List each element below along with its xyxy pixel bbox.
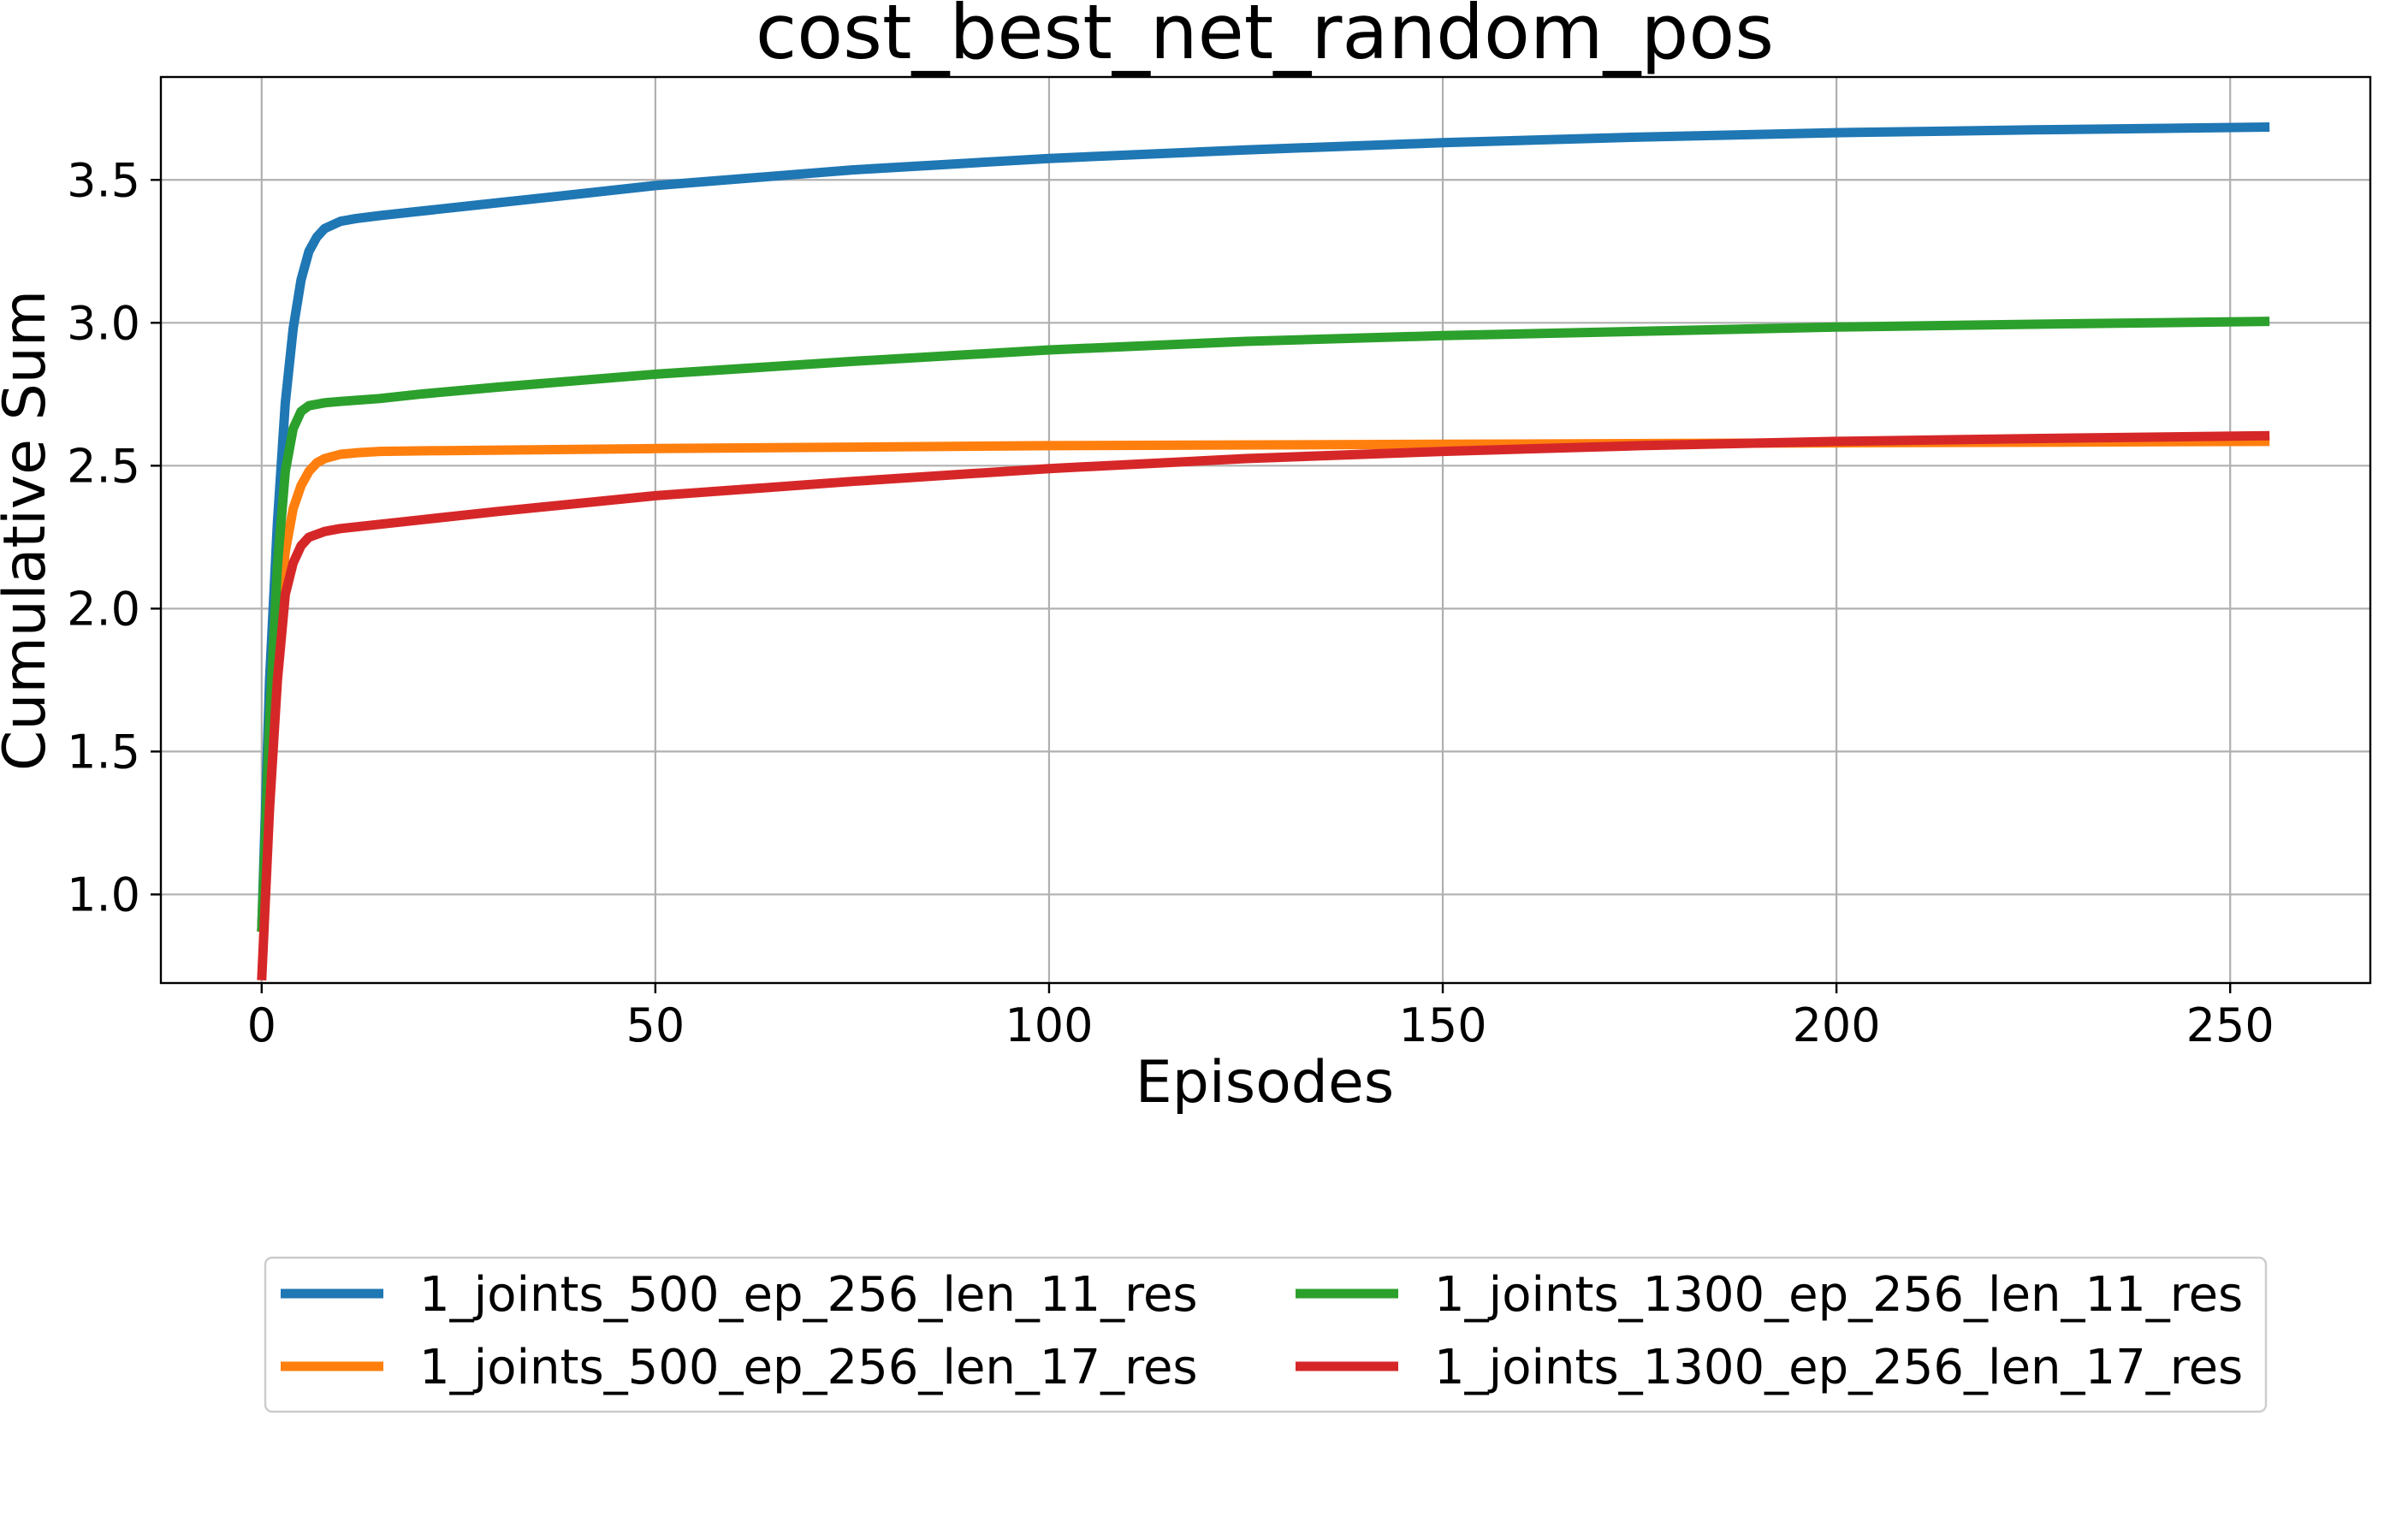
- legend: 1_joints_500_ep_256_len_11_res 1_joints_5…: [264, 1256, 2268, 1413]
- x-tick-label: 250: [2186, 998, 2274, 1052]
- y-tick-label: 3.5: [67, 153, 140, 207]
- y-tick-label: 2.5: [67, 439, 140, 493]
- x-tick-label: 0: [247, 998, 276, 1052]
- x-tick-label: 50: [626, 998, 685, 1052]
- legend-entries: 1_joints_500_ep_256_len_11_res 1_joints_5…: [281, 1267, 2243, 1395]
- legend-frame: [264, 1256, 2268, 1413]
- series-line-4: [257, 430, 2270, 980]
- legend-label-3: 1_joints_1300_ep_256_len_11_res: [1434, 1267, 2243, 1323]
- x-tick-label: 200: [1793, 998, 1881, 1052]
- plot-lines: [257, 122, 2270, 980]
- legend-label-2: 1_joints_500_ep_256_len_17_res: [419, 1340, 1198, 1395]
- y-tick-label: 3.0: [67, 296, 140, 350]
- axis-ticks: 0 50 100 150 200 250 1.0 1.5 2.0 2.5 3.0 3.5: [67, 153, 2274, 1052]
- y-tick-label: 2.0: [67, 582, 140, 636]
- x-tick-label: 100: [1005, 998, 1093, 1052]
- x-tick-label: 150: [1398, 998, 1486, 1052]
- chart-title: cost_best_net_random_pos: [756, 0, 1774, 76]
- series-line-1: [257, 122, 2270, 933]
- legend-label-1: 1_joints_500_ep_256_len_11_res: [419, 1267, 1198, 1323]
- legend-label-4: 1_joints_1300_ep_256_len_17_res: [1434, 1340, 2243, 1395]
- plot-frame: [159, 75, 2372, 985]
- series-line-3: [257, 317, 2270, 933]
- y-axis-label: Cumulative Sum: [0, 290, 59, 771]
- series-line-2: [257, 436, 2270, 933]
- y-tick-label: 1.5: [67, 725, 140, 779]
- x-axis-label: Episodes: [1136, 1049, 1394, 1116]
- y-tick-label: 1.0: [67, 868, 140, 921]
